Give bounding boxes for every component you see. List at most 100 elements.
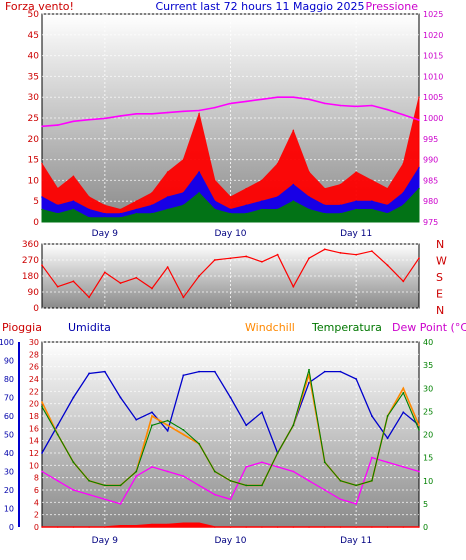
rain-point	[104, 526, 106, 528]
pressure-point	[292, 96, 295, 98]
temperature-point	[292, 424, 295, 427]
humidity-point	[402, 411, 405, 414]
direction-point	[198, 275, 200, 277]
wind-point	[292, 129, 295, 132]
rain-tick-label: 24	[29, 375, 39, 384]
gust-point	[355, 200, 357, 202]
gust-point	[386, 204, 389, 207]
pressure-point	[339, 104, 342, 107]
direction-point	[402, 280, 405, 283]
pressure-point	[166, 111, 169, 114]
rain-point	[198, 522, 200, 525]
avg-point	[41, 208, 43, 211]
pressure-point	[151, 113, 153, 115]
wind-point	[339, 183, 342, 186]
dewpoint-point	[355, 502, 358, 505]
dewpoint-point	[88, 493, 91, 496]
rain-point	[245, 526, 248, 528]
avg-point	[386, 212, 389, 215]
rain-point	[72, 526, 75, 528]
pressure-point	[41, 125, 43, 128]
dewpoint-point	[135, 475, 138, 478]
gust-point	[402, 192, 405, 194]
wind-tick-label: 25	[28, 114, 39, 124]
pressure-point	[402, 113, 405, 116]
gust-point	[72, 200, 75, 202]
gust-point	[166, 196, 169, 198]
wind-point	[261, 179, 263, 182]
humidity-point	[135, 418, 138, 421]
wind-point	[104, 204, 106, 207]
avg-point	[213, 208, 216, 211]
gust-point	[56, 204, 59, 207]
direction-point	[41, 264, 43, 267]
pressure-axis-label: Pressione	[366, 0, 419, 13]
gust-area	[41, 166, 420, 223]
dewpoint-point	[151, 465, 153, 468]
pressure-tick-label: 1005	[423, 93, 443, 102]
wind-point	[151, 192, 153, 194]
wind-tick-label: 15	[28, 156, 39, 166]
rain-point	[135, 524, 138, 527]
direction-tick-label: 270	[22, 256, 39, 266]
temperature-point	[323, 461, 326, 464]
wind-point	[386, 187, 389, 190]
dewpoint-point	[56, 479, 59, 482]
direction-point	[103, 271, 106, 274]
temperature-point	[261, 484, 263, 487]
pressure-tick-label: 975	[423, 218, 438, 227]
dewpoint-point	[182, 475, 185, 478]
avg-point	[276, 208, 279, 211]
avg-point	[72, 208, 75, 211]
wind-point	[88, 196, 90, 198]
windchill-point	[418, 424, 420, 427]
temperature-point	[213, 470, 216, 473]
temperature-point	[339, 479, 342, 482]
rain-point	[418, 526, 420, 528]
rain-tick-label: 6	[34, 486, 39, 495]
dewpoint-point	[103, 498, 106, 501]
windchill-point	[151, 415, 153, 417]
pressure-point	[198, 109, 200, 112]
humidity-point	[261, 411, 263, 414]
rain-point	[323, 526, 326, 528]
direction-point	[308, 257, 310, 260]
dewpoint-point	[119, 502, 122, 505]
rain-point	[88, 526, 90, 528]
avg-point	[402, 204, 405, 207]
rain-tick-label: 22	[29, 387, 39, 396]
day-label: Day 11	[340, 536, 372, 546]
pressure-point	[72, 120, 75, 123]
direction-point	[355, 253, 358, 256]
gust-point	[418, 167, 420, 169]
avg-point	[355, 208, 357, 211]
rain-point	[292, 526, 295, 528]
windchill-point	[41, 401, 43, 404]
temperature-point	[402, 391, 405, 394]
wind-area	[41, 97, 420, 223]
avg-point	[261, 208, 263, 211]
humidity-tick-label: 40	[4, 449, 14, 458]
temperature-tick-label: 30	[423, 384, 433, 393]
wind-tick-label: 20	[28, 135, 40, 145]
gust-point	[88, 208, 90, 211]
avg-point	[339, 212, 342, 215]
temperature-point	[245, 484, 248, 487]
wind-point	[418, 96, 420, 98]
direction-point	[151, 287, 153, 290]
direction-tick-label: 0	[33, 304, 39, 314]
humidity-tick-label: 0	[9, 523, 14, 532]
dewpoint-point	[41, 470, 43, 473]
rain-point	[182, 522, 185, 525]
temperature-point	[386, 415, 389, 417]
humidity-tick-label: 20	[4, 486, 14, 495]
wind-point	[229, 196, 232, 198]
gust-point	[135, 208, 138, 211]
gust-point	[151, 204, 153, 207]
day-label: Day 11	[340, 229, 372, 239]
humidity-point	[370, 415, 373, 417]
avg-area	[41, 187, 420, 223]
pressure-point	[245, 100, 248, 103]
temperature-point	[88, 479, 91, 482]
